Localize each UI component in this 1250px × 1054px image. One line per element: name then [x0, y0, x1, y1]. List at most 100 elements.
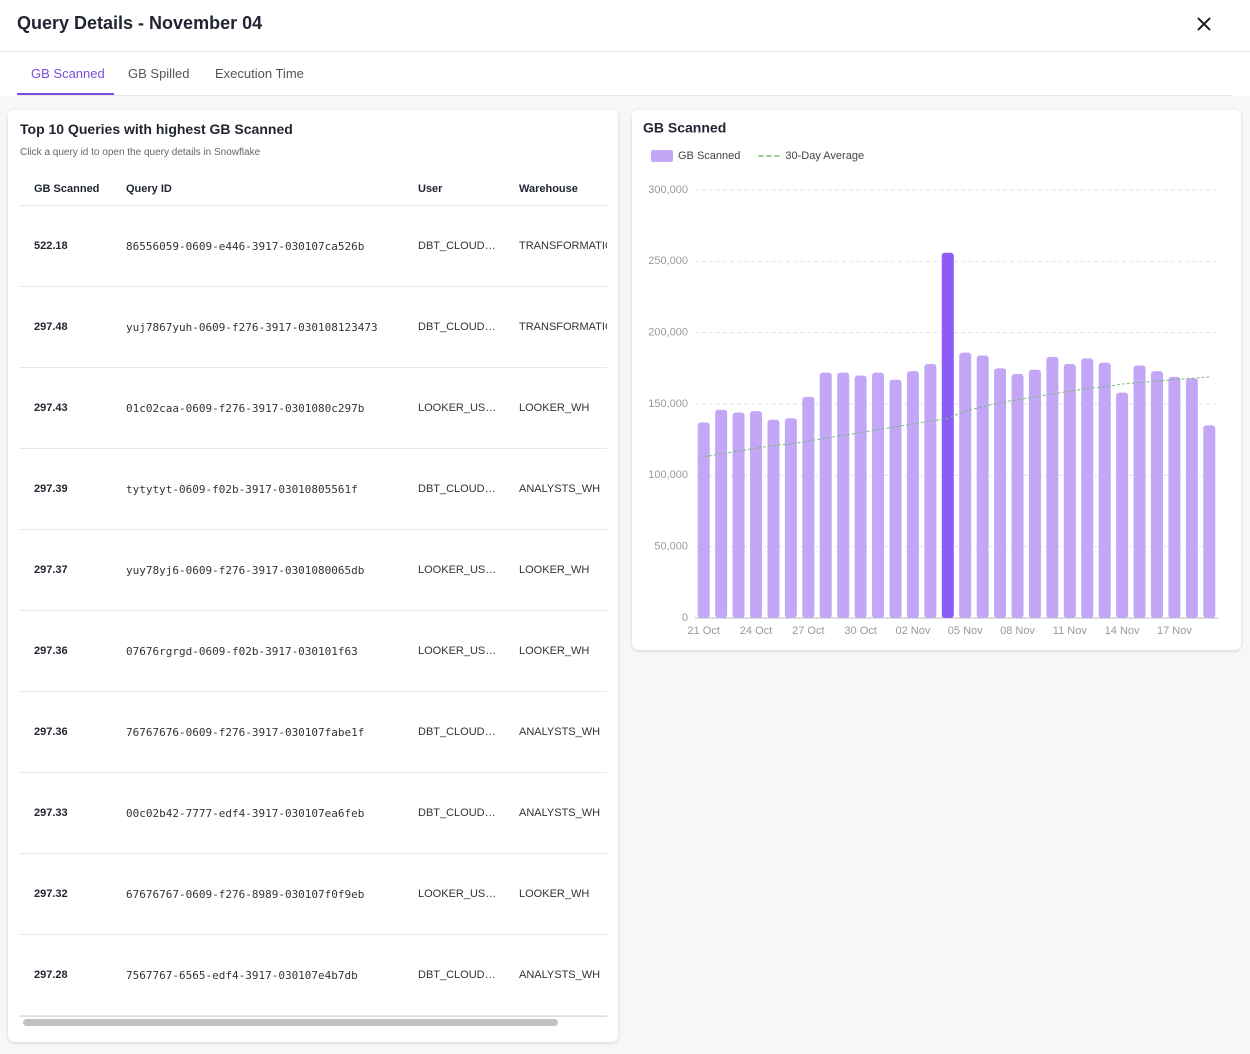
query-id-link[interactable]: 76767676-0609-f276-3917-030107fabe1f — [126, 726, 365, 739]
bar — [906, 371, 919, 618]
row-divider — [20, 610, 607, 611]
row-divider — [20, 934, 607, 935]
tab[interactable]: Execution Time — [215, 66, 304, 81]
scrollbar-track — [20, 1016, 607, 1027]
table-cell: ANALYSTS_WH — [519, 807, 601, 819]
chart-card: GB Scanned 0 50,000 100,000 150,000 200,000 2… — [632, 110, 1241, 650]
table-cell: DBT_CLOUD… — [418, 969, 496, 981]
table-cell: ANALYSTS_WH — [519, 483, 601, 495]
table-cell: DBT_CLOUD… — [418, 807, 496, 819]
row-divider — [20, 691, 607, 692]
row-divider — [20, 205, 607, 206]
bar — [889, 379, 902, 618]
x-tick-label: 24 Oct — [740, 625, 772, 637]
tab[interactable]: GB Spilled — [128, 66, 190, 81]
query-id-link[interactable]: 7567767-6565-edf4-3917-030107e4b7db — [126, 969, 358, 982]
bar — [1185, 378, 1198, 618]
bar — [784, 418, 797, 618]
bar — [924, 364, 937, 618]
tab[interactable]: GB Scanned — [31, 66, 105, 81]
row-divider — [20, 448, 607, 449]
table-cell: 297.43 — [34, 402, 68, 414]
legend-swatch — [651, 150, 673, 162]
table-cell: LOOKER_US… — [418, 888, 497, 900]
table-cell: ANALYSTS_WH — [519, 726, 601, 738]
y-tick-label: 50,000 — [654, 541, 688, 553]
x-tick-label: 27 Oct — [792, 625, 824, 637]
y-tick-label: 100,000 — [648, 469, 688, 481]
y-tick-label: 0 — [682, 612, 688, 624]
y-tick-label: 200,000 — [648, 327, 688, 339]
row-divider — [20, 853, 607, 854]
x-tick-label: 05 Nov — [948, 625, 983, 637]
table-cell: DBT_CLOUD… — [418, 321, 496, 333]
bar — [1063, 364, 1076, 618]
bar — [819, 372, 832, 618]
x-tick-label: 11 Nov — [1053, 625, 1088, 637]
table-cell: 297.36 — [34, 726, 68, 738]
tab-divider — [17, 95, 1233, 96]
close-button[interactable] — [1196, 16, 1212, 32]
bar — [1133, 365, 1146, 618]
query-id-link[interactable]: yuj7867yuh-0609-f276-3917-030108123473 — [126, 321, 378, 334]
scrollbar-thumb[interactable] — [23, 1019, 558, 1026]
bar — [715, 409, 728, 618]
row-divider — [20, 772, 607, 773]
bar — [1028, 369, 1041, 618]
bar — [1046, 356, 1059, 618]
chart-title: GB Scanned — [643, 120, 726, 136]
x-tick-label: 08 Nov — [1000, 625, 1035, 637]
average-line — [703, 376, 1210, 458]
column-header: User — [418, 183, 443, 195]
query-id-link[interactable]: 67676767-0609-f276-8989-030107f0f9eb — [126, 888, 365, 901]
table-cell: 297.36 — [34, 645, 68, 657]
x-tick-label: 14 Nov — [1105, 625, 1140, 637]
query-id-link[interactable]: 00c02b42-7777-edf4-3917-030107ea6feb — [126, 807, 365, 820]
bar — [854, 375, 867, 618]
query-id-link[interactable]: tytytyt-0609-f02b-3917-03010805561f — [126, 483, 358, 496]
active-tab-indicator — [17, 93, 114, 95]
row-divider — [20, 1015, 607, 1016]
table-cell: DBT_CLOUD… — [418, 483, 496, 495]
x-tick-label: 30 Oct — [844, 625, 876, 637]
query-id-link[interactable]: 86556059-0609-e446-3917-030107ca526b — [126, 240, 365, 253]
table-cell: LOOKER_WH — [519, 645, 590, 657]
table-cell: 297.32 — [34, 888, 68, 900]
bar — [1081, 358, 1094, 618]
table-cell: 297.33 — [34, 807, 68, 819]
table-cell: 297.39 — [34, 483, 68, 495]
x-tick-label: 17 Nov — [1157, 625, 1192, 637]
table-cell: LOOKER_WH — [519, 402, 590, 414]
row-divider — [20, 286, 607, 287]
table-cell: 297.37 — [34, 564, 68, 576]
query-id-link[interactable]: 01c02caa-0609-f276-3917-0301080c297b — [126, 402, 365, 415]
bar — [802, 396, 815, 618]
query-id-link[interactable]: yuy78yj6-0609-f276-3917-0301080065db — [126, 564, 365, 577]
legend-label: GB Scanned — [678, 150, 740, 162]
table-cell: DBT_CLOUD… — [418, 726, 496, 738]
row-divider — [20, 367, 607, 368]
column-header: Warehouse — [519, 183, 578, 195]
table-cell: LOOKER_WH — [519, 564, 590, 576]
bar — [697, 422, 710, 618]
bar — [1150, 371, 1163, 618]
table-cell: LOOKER_US… — [418, 645, 497, 657]
tabs — [0, 52, 1250, 96]
query-id-link[interactable]: 07676rgrgd-0609-f02b-3917-030101f63 — [126, 645, 358, 658]
row-divider — [20, 529, 607, 530]
bar — [1168, 376, 1181, 618]
x-tick-label: 02 Nov — [895, 625, 930, 637]
table-cell: TRANSFORMATION_WH — [519, 240, 607, 252]
column-header: GB Scanned — [34, 183, 100, 195]
bar — [767, 419, 780, 618]
header-title: Query Details - November 04 — [17, 13, 263, 33]
table-cell: DBT_CLOUD… — [418, 240, 496, 252]
table-cell: 297.28 — [34, 969, 68, 981]
y-tick-label: 300,000 — [648, 184, 688, 196]
x-tick-label: 21 Oct — [688, 625, 720, 637]
bar — [1011, 374, 1024, 618]
y-tick-label: 150,000 — [648, 398, 688, 410]
column-header: Query ID — [126, 183, 172, 195]
bar — [1203, 425, 1216, 618]
